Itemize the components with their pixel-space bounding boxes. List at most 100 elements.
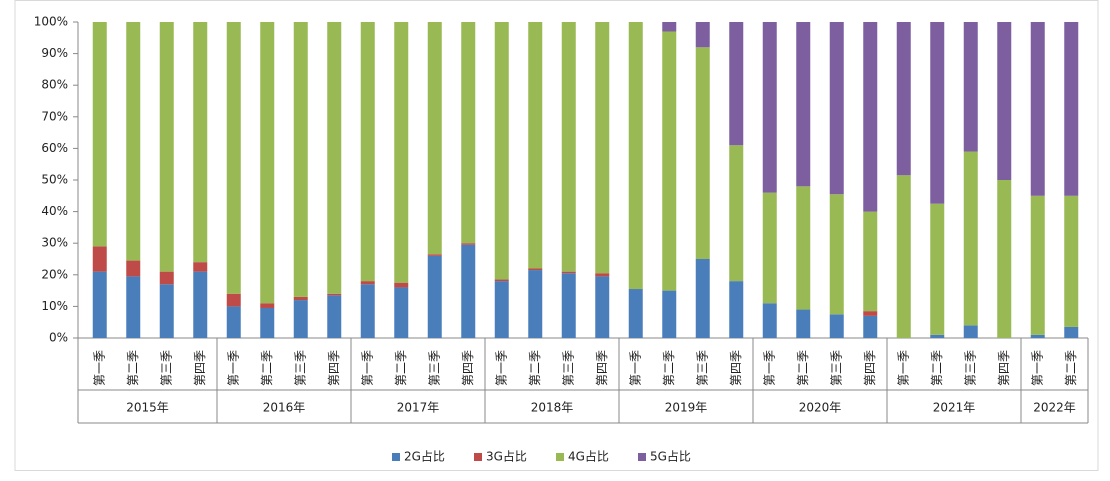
bar-segment (729, 145, 744, 282)
bar-segment (461, 22, 476, 244)
bar-segment (126, 260, 141, 277)
bar-segment (159, 22, 174, 272)
bar-segment (226, 306, 241, 338)
y-tick-label: 50% (41, 173, 68, 187)
bar-segment (695, 259, 710, 338)
bar-segment (528, 270, 543, 338)
bar-segment (729, 22, 744, 146)
bar-segment (796, 309, 811, 338)
x-tick-label: 第一季 (896, 350, 910, 386)
bar-segment (293, 296, 308, 301)
bar-segment (628, 289, 643, 338)
bar-segment (829, 22, 844, 195)
x-tick-label: 第二季 (126, 350, 140, 386)
x-tick-label: 第四季 (193, 350, 207, 386)
bar-segment (394, 282, 409, 288)
bar-segment (796, 186, 811, 310)
bar-segment (997, 22, 1012, 180)
bar-segment (360, 284, 375, 338)
x-tick-label: 第三季 (561, 350, 575, 386)
bar-segment (427, 255, 442, 338)
bar-segment (695, 22, 710, 48)
x-tick-label: 第一季 (628, 350, 642, 386)
bar-segment (561, 22, 576, 272)
bar-segment (494, 279, 509, 282)
bar-segment (963, 325, 978, 338)
bar-segment (930, 22, 945, 204)
bar-segment (260, 22, 275, 304)
bar-segment (863, 311, 878, 316)
bar-segment (963, 151, 978, 326)
bar-segment (762, 22, 777, 193)
x-group-label: 2020年 (799, 401, 842, 415)
bar-segment (494, 22, 509, 280)
bar-segment (997, 180, 1012, 338)
x-group-label: 2022年 (1033, 401, 1076, 415)
bar-segment (1030, 334, 1045, 338)
bar-segment (561, 273, 576, 338)
y-tick-label: 30% (41, 236, 68, 250)
y-tick-label: 90% (41, 46, 68, 60)
y-tick-label: 0% (49, 331, 68, 345)
bar-segment (762, 192, 777, 304)
bar-segment (327, 293, 342, 296)
bar-segment (595, 22, 610, 274)
x-tick-label: 第二季 (394, 350, 408, 386)
legend-label: 3G占比 (486, 449, 527, 464)
x-tick-label: 第二季 (528, 350, 542, 386)
bar-segment (561, 271, 576, 274)
bar-segment (863, 211, 878, 312)
bar-segment (92, 22, 107, 247)
x-tick-label: 第四季 (461, 350, 475, 386)
bar-segment (796, 22, 811, 187)
bar-segment (260, 303, 275, 308)
x-tick-label: 第四季 (327, 350, 341, 386)
bar-segment (394, 22, 409, 283)
bar-segment (394, 287, 409, 338)
y-tick-label: 100% (34, 15, 68, 29)
bar-segment (226, 293, 241, 307)
y-tick-label: 80% (41, 78, 68, 92)
bar-segment (327, 22, 342, 294)
legend-swatch (556, 453, 564, 461)
x-tick-label: 第三季 (695, 350, 709, 386)
bar-segment (896, 175, 911, 338)
x-tick-label: 第四季 (729, 350, 743, 386)
legend-swatch (392, 453, 400, 461)
bar-segment (293, 22, 308, 297)
x-tick-label: 第二季 (662, 350, 676, 386)
bar-segment (92, 246, 107, 272)
x-group-label: 2017年 (397, 401, 440, 415)
bar-segment (662, 22, 677, 32)
bar-segment (193, 22, 208, 263)
bar-segment (695, 47, 710, 259)
x-tick-label: 第三季 (829, 350, 843, 386)
x-tick-label: 第一季 (494, 350, 508, 386)
bar-segment (327, 295, 342, 338)
bar-segment (829, 314, 844, 338)
y-tick-label: 60% (41, 141, 68, 155)
y-tick-label: 20% (41, 267, 68, 281)
bar-segment (528, 22, 543, 269)
bar-segment (260, 307, 275, 338)
x-group-label: 2015年 (126, 401, 169, 415)
legend-label: 5G占比 (650, 449, 691, 464)
bar-segment (461, 244, 476, 338)
x-group-label: 2016年 (263, 401, 306, 415)
x-tick-label: 第三季 (963, 350, 977, 386)
bar-segment (1030, 195, 1045, 335)
bar-segment (360, 22, 375, 282)
legend-swatch (638, 453, 646, 461)
x-tick-label: 第三季 (293, 350, 307, 386)
bar-segment (628, 22, 643, 290)
bar-segment (494, 281, 509, 338)
x-tick-label: 第三季 (427, 350, 441, 386)
bar-segment (829, 194, 844, 315)
legend-label: 2G占比 (404, 449, 445, 464)
bar-segment (126, 276, 141, 338)
x-tick-label: 第一季 (92, 350, 106, 386)
bar-segment (863, 315, 878, 338)
x-tick-label: 第四季 (997, 350, 1011, 386)
x-tick-label: 第二季 (260, 350, 274, 386)
